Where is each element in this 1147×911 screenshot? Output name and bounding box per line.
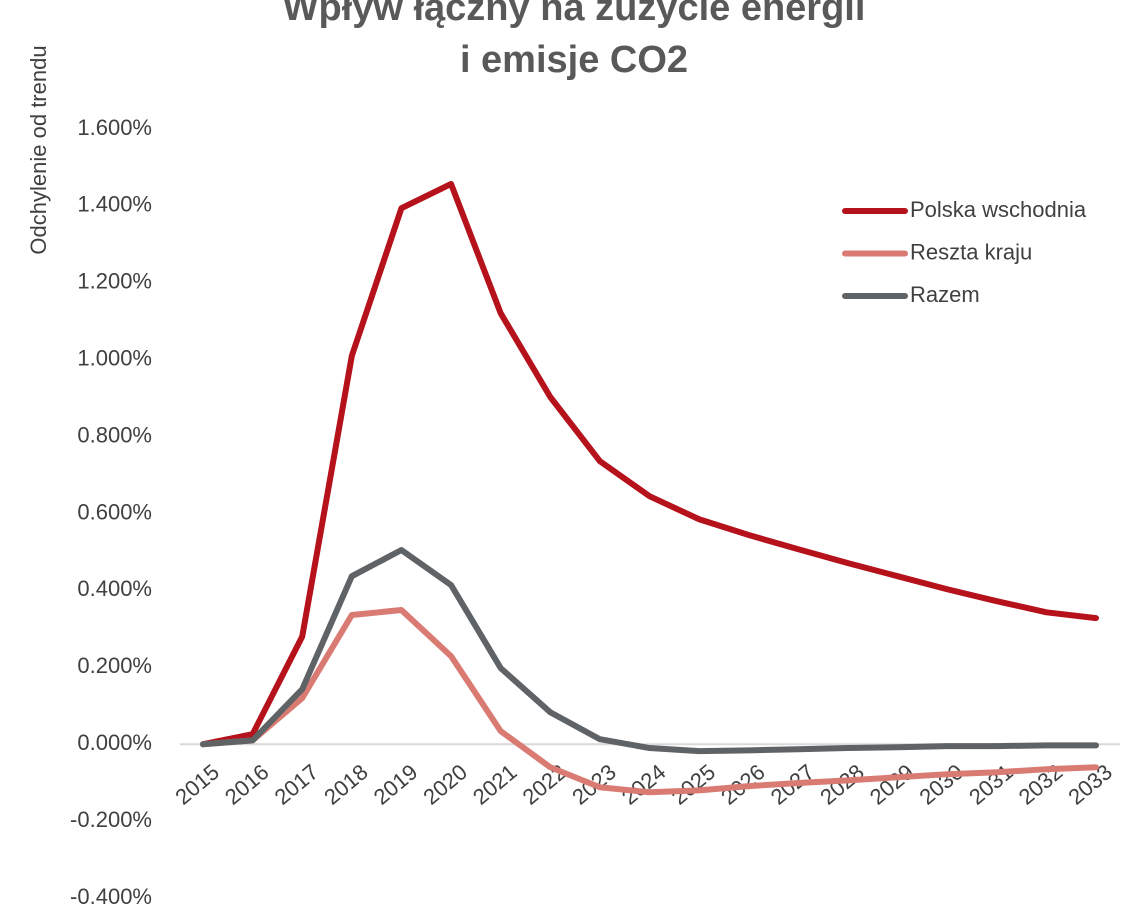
y-tick-label: 1.400% xyxy=(77,192,152,217)
y-tick-label: 0.400% xyxy=(77,576,152,601)
x-tick-label: 2025 xyxy=(666,759,720,810)
x-tick-label: 2017 xyxy=(270,759,324,810)
x-tick-label: 2024 xyxy=(617,759,671,810)
x-tick-label: 2030 xyxy=(915,759,969,810)
legend-label: Razem xyxy=(910,282,980,307)
x-tick-label: 2016 xyxy=(220,759,274,810)
x-tick-label: 2019 xyxy=(369,759,423,810)
y-tick-label: 1.200% xyxy=(77,269,152,294)
y-tick-label: 0.800% xyxy=(77,422,152,447)
y-tick-label: -0.400% xyxy=(70,884,152,909)
y-tick-label: 1.000% xyxy=(77,346,152,371)
chart-title: i emisje CO2 xyxy=(460,39,688,81)
x-tick-label: 2021 xyxy=(468,759,522,810)
y-tick-label: 1.600% xyxy=(77,115,152,140)
x-tick-label: 2020 xyxy=(418,759,472,810)
chart-title: Wpływ łączny na zużycie energii xyxy=(283,0,866,29)
x-tick-label: 2031 xyxy=(964,759,1018,810)
y-tick-label: 0.600% xyxy=(77,499,152,524)
line-series xyxy=(200,180,1099,748)
x-tick-label: 2029 xyxy=(865,759,919,810)
y-tick-label: 0.200% xyxy=(77,653,152,678)
x-tick-label: 2018 xyxy=(319,759,373,810)
x-tick-label: 2015 xyxy=(170,759,224,810)
y-tick-label: -0.200% xyxy=(70,807,152,832)
legend-label: Polska wschodnia xyxy=(910,197,1087,222)
line-series xyxy=(200,607,1099,796)
y-axis-label: Odchylenie od trendu xyxy=(26,45,51,254)
line-series xyxy=(200,547,1099,755)
legend-label: Reszta kraju xyxy=(910,239,1032,264)
y-tick-label: 0.000% xyxy=(77,730,152,755)
